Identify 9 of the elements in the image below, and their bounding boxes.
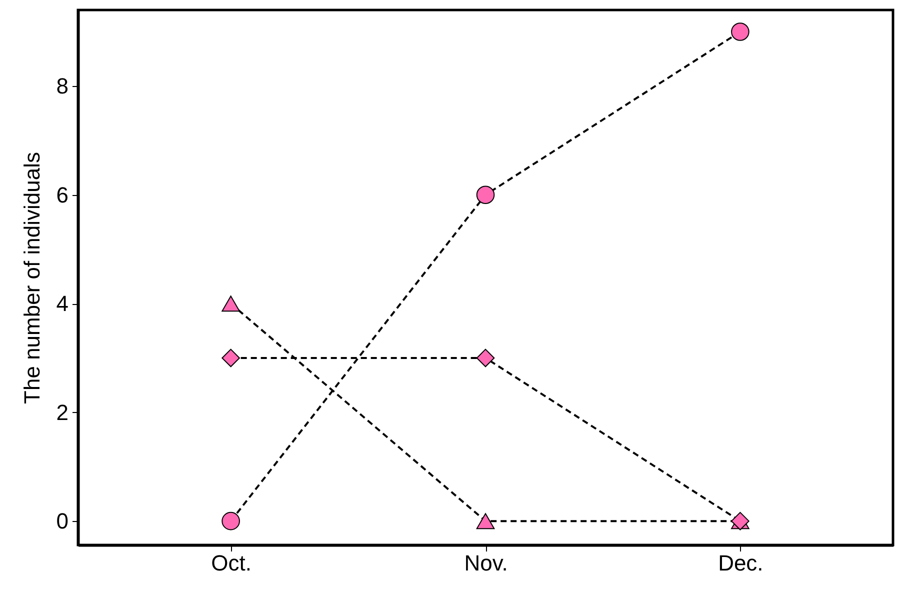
- y-tick-label: 6: [56, 182, 68, 208]
- x-tick-label: Dec.: [718, 550, 764, 576]
- y-tick-label: 2: [56, 400, 68, 425]
- y-tick-label: 0: [56, 508, 68, 534]
- x-tick-label: Oct.: [211, 550, 252, 576]
- y-tick-label: 4: [56, 291, 68, 316]
- y-tick-label: 8: [56, 74, 68, 99]
- y-axis-title: The number of individuals: [19, 152, 44, 404]
- x-tick-label: Nov.: [464, 550, 508, 576]
